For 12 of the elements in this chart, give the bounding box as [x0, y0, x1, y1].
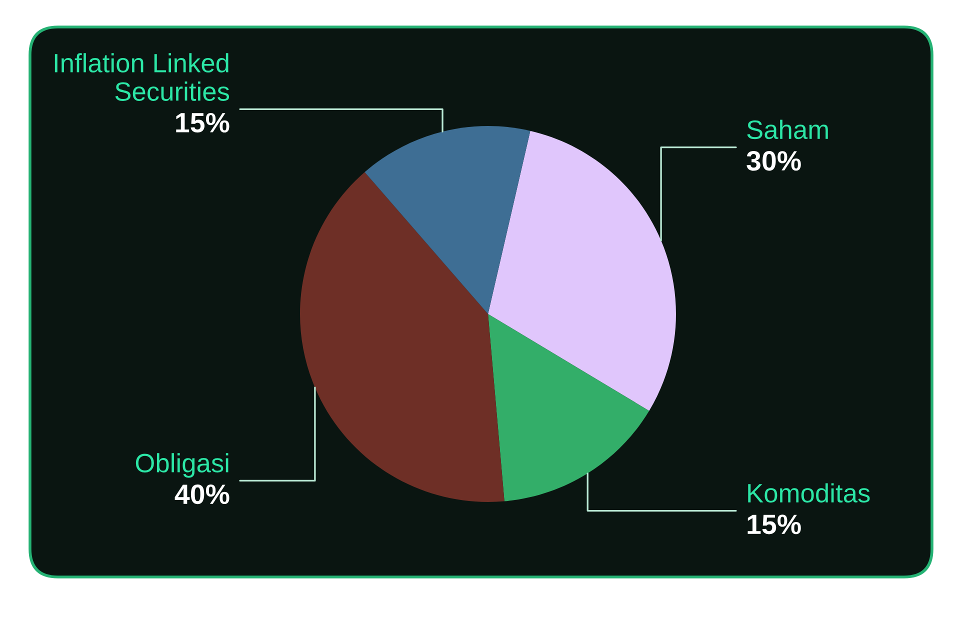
data-label: 30% [746, 151, 801, 171]
data-label: 15% [176, 112, 230, 133]
pie-slice [364, 126, 530, 314]
slice-label: Inflation Linked Securities [54, 53, 230, 101]
slice-label: Obligasi [136, 453, 228, 478]
pie-slice [300, 172, 504, 502]
pie-slice [488, 130, 676, 411]
slice-label: Komoditas [748, 483, 870, 503]
data-label: 15% [748, 514, 801, 534]
data-label: 40% [174, 484, 230, 504]
pie-slice [488, 314, 650, 502]
slice-label: Saham [747, 120, 828, 140]
